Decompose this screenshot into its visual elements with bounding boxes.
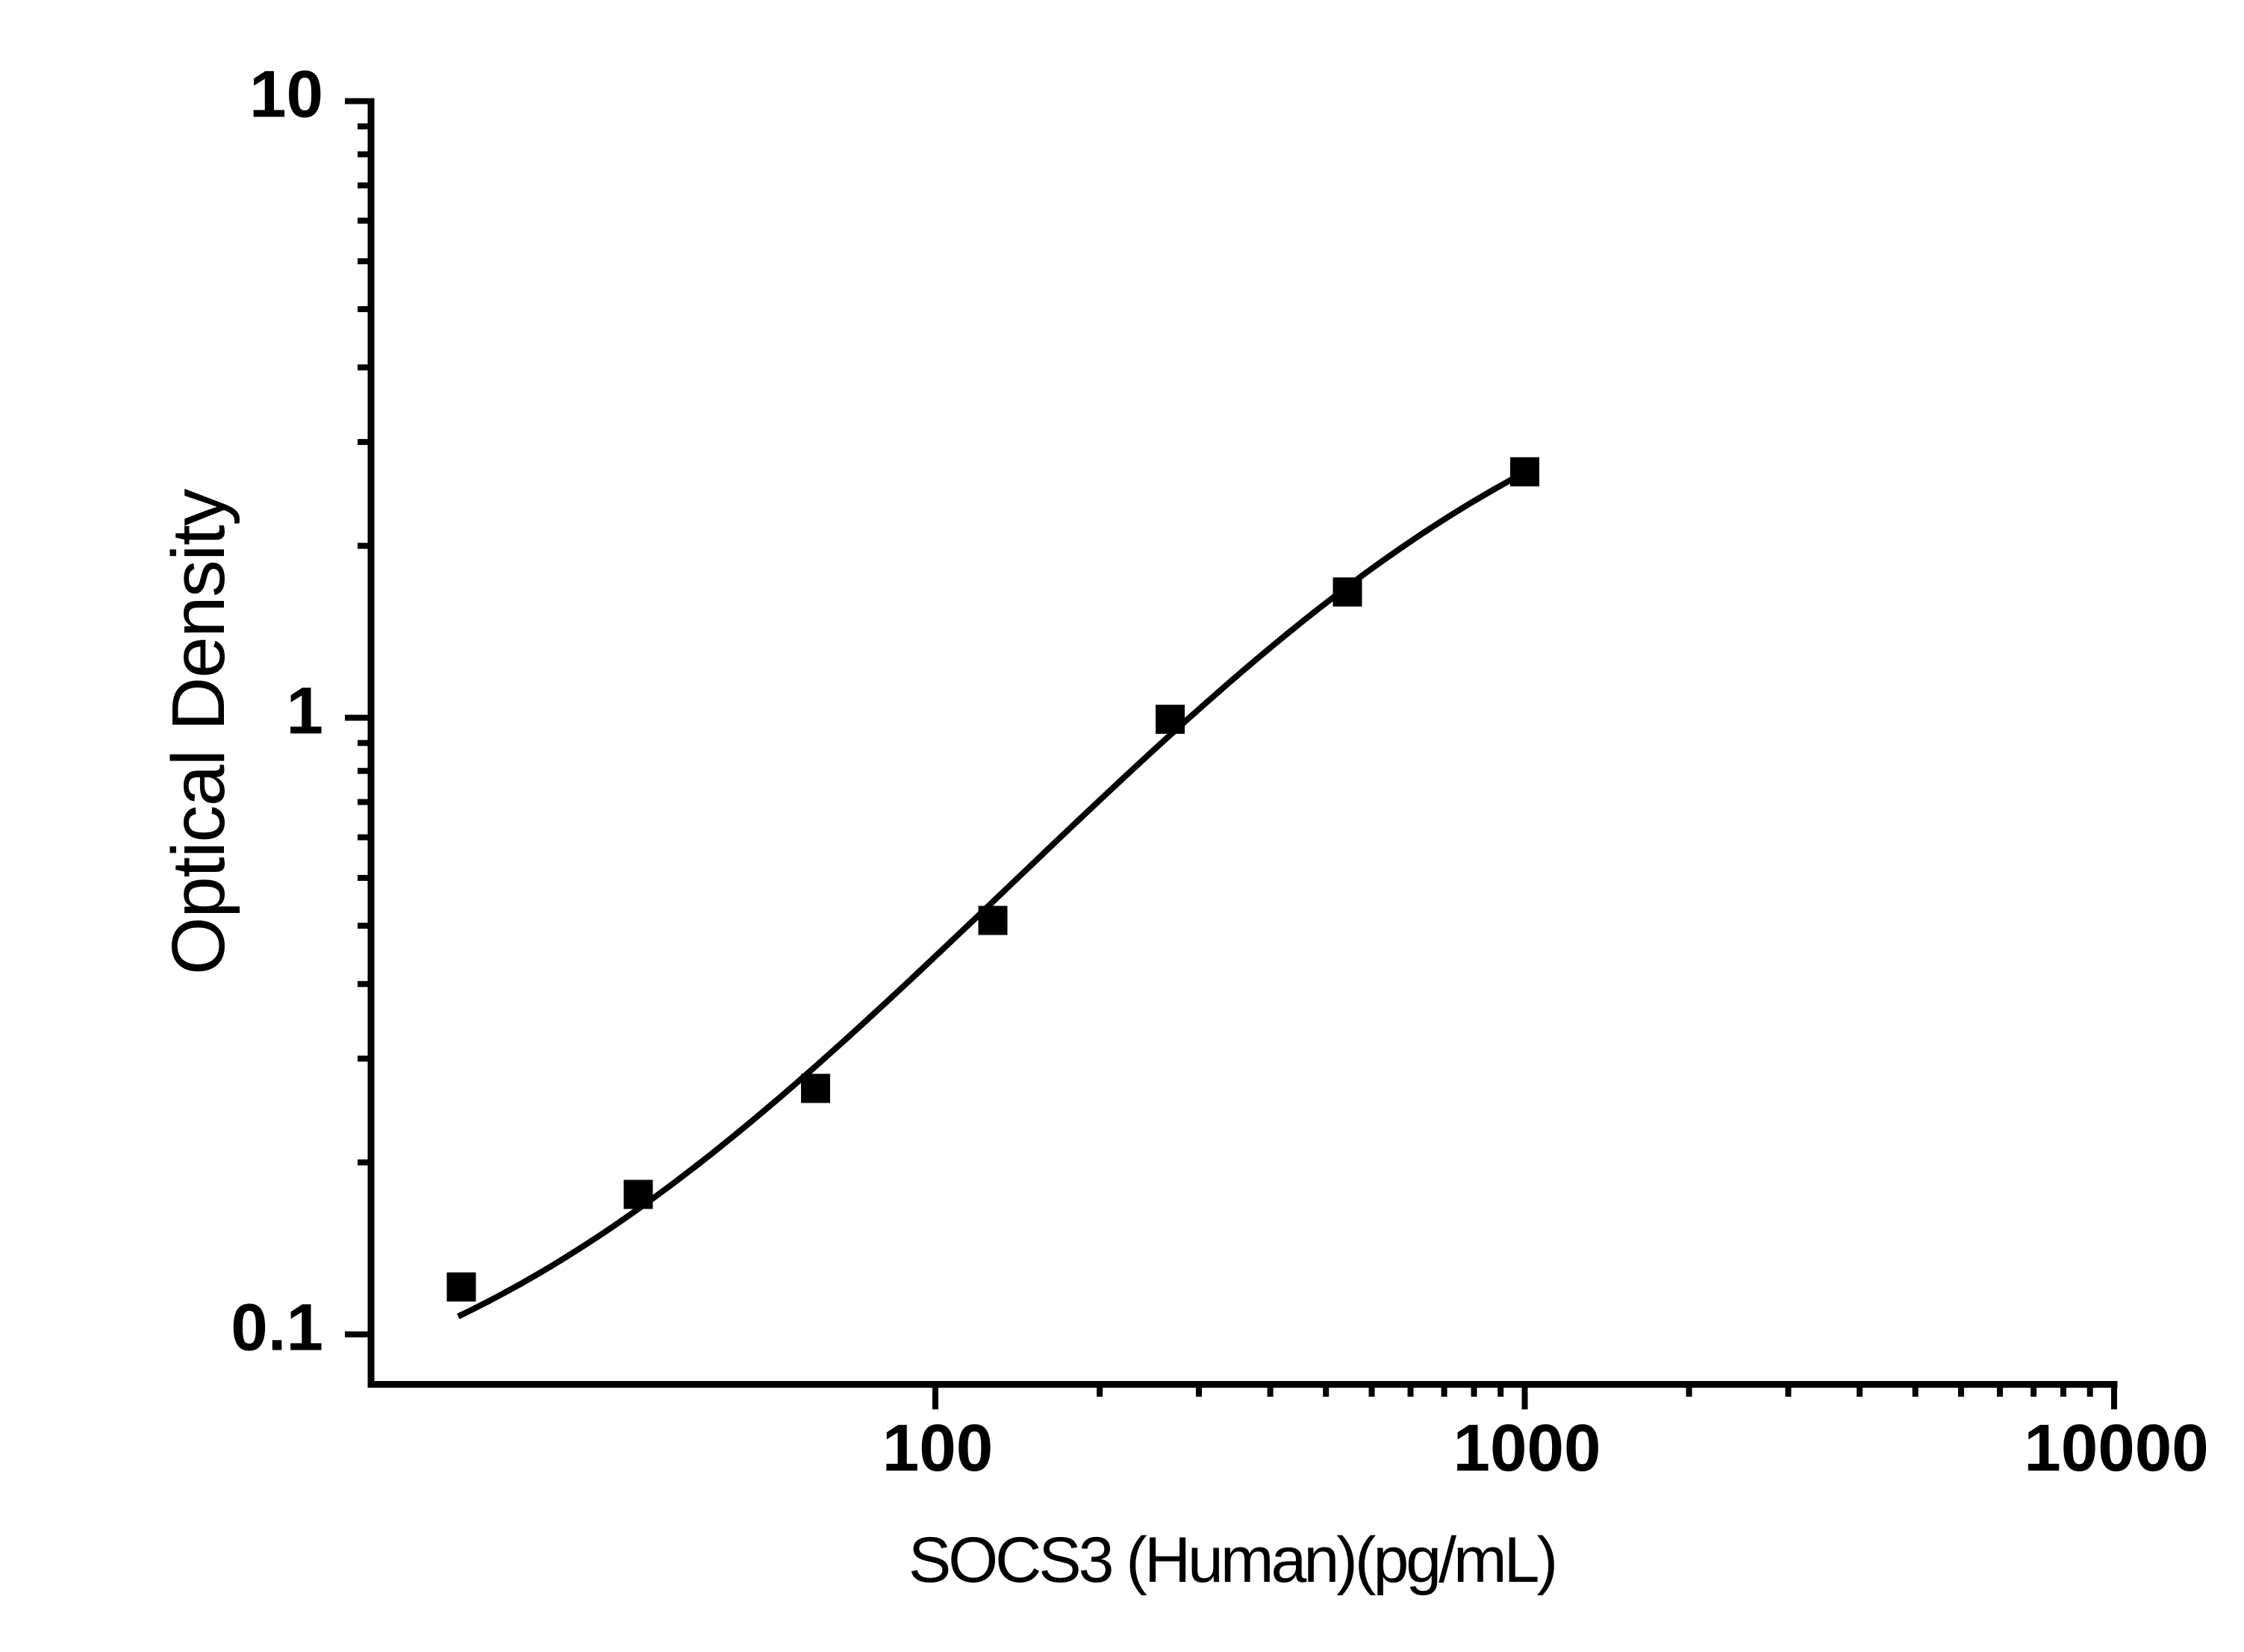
svg-text:1000: 1000 (1453, 1410, 1601, 1485)
svg-text:0.1: 0.1 (231, 1289, 323, 1364)
svg-text:10: 10 (249, 56, 323, 131)
svg-text:SOCS3 (Human)(pg/mL): SOCS3 (Human)(pg/mL) (908, 1524, 1555, 1596)
svg-text:100: 100 (882, 1410, 994, 1485)
svg-text:Optical Density: Optical Density (157, 489, 240, 975)
svg-text:10000: 10000 (2024, 1410, 2209, 1485)
svg-text:1: 1 (287, 673, 324, 747)
